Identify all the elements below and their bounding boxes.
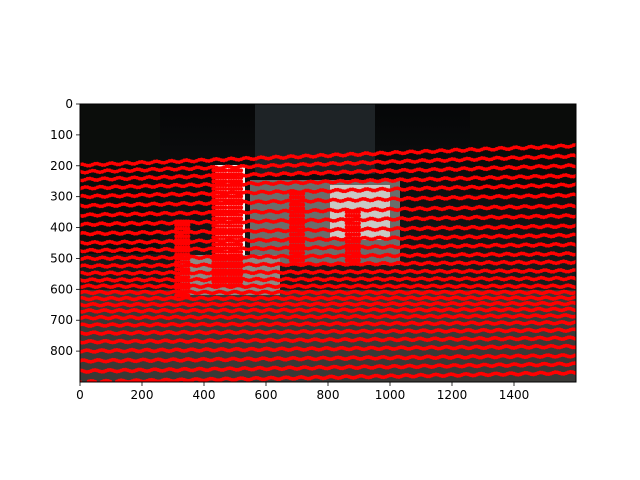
scatter-point <box>108 379 113 382</box>
scatter-point <box>572 370 576 375</box>
scatter-point <box>93 379 98 382</box>
scatter-point <box>572 308 576 313</box>
scatter-point <box>572 314 576 319</box>
scatter-point <box>572 361 576 366</box>
scatter-point <box>572 353 576 358</box>
scatter-point <box>572 320 576 324</box>
scatter-point <box>572 345 576 350</box>
scatter-point <box>572 301 576 305</box>
scatter-point <box>572 336 576 341</box>
scatter-points <box>80 142 576 382</box>
scatter-point <box>572 295 576 300</box>
scatter-point <box>572 327 576 332</box>
